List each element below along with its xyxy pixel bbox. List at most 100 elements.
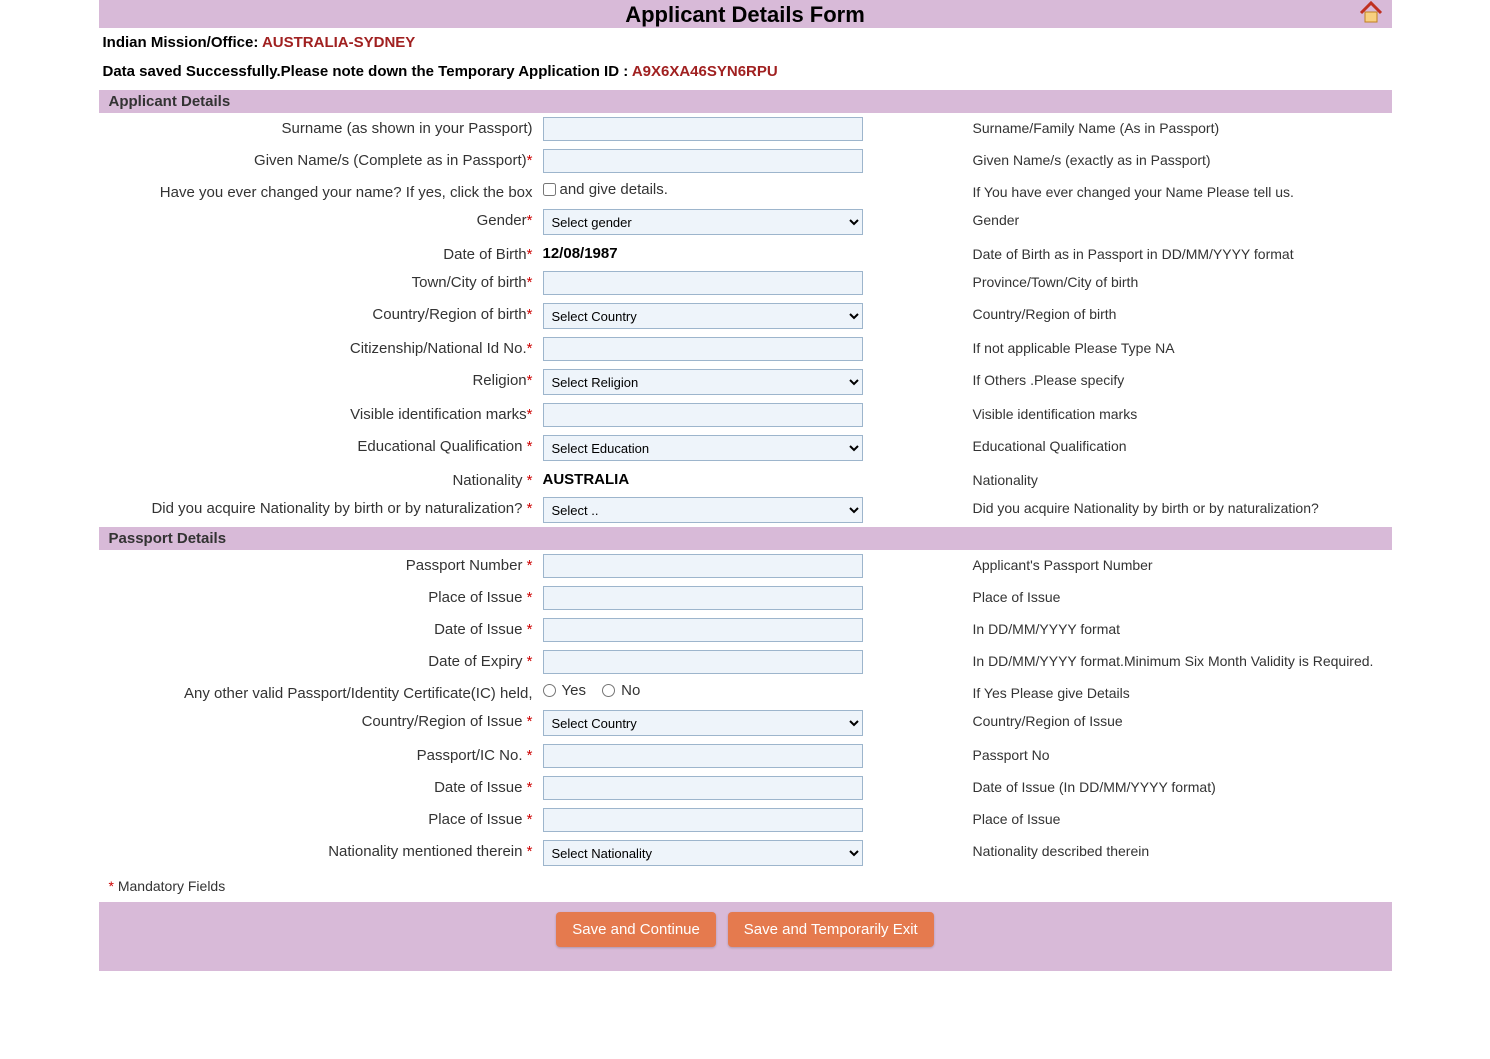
education-select[interactable]: Select Education (543, 435, 863, 461)
mission-line: Indian Mission/Office: AUSTRALIA-SYDNEY (99, 28, 1392, 57)
hint-nationality: Nationality (969, 469, 1392, 488)
nationality-value: AUSTRALIA (543, 469, 630, 488)
label-given: Given Name/s (Complete as in Passport) (254, 152, 527, 169)
row-country-birth: Country/Region of birth* Select Country … (99, 299, 1392, 333)
label-changed-name: Have you ever changed your name? If yes,… (160, 184, 533, 201)
mission-value: AUSTRALIA-SYDNEY (262, 34, 415, 51)
place-issue-input[interactable] (543, 586, 863, 610)
row-given: Given Name/s (Complete as in Passport)* … (99, 145, 1392, 177)
mission-label: Indian Mission/Office: (103, 34, 262, 51)
hint-dob: Date of Birth as in Passport in DD/MM/YY… (969, 243, 1392, 262)
row-other-nationality: Nationality mentioned therein * Select N… (99, 836, 1392, 870)
dob-value: 12/08/1987 (543, 243, 618, 262)
other-place-issue-input[interactable] (543, 808, 863, 832)
label-citizenship-id: Citizenship/National Id No. (350, 340, 527, 357)
save-exit-button[interactable]: Save and Temporarily Exit (728, 912, 934, 947)
other-nationality-select[interactable]: Select Nationality (543, 840, 863, 866)
other-held-no-label: No (621, 682, 640, 699)
mandatory-text: Mandatory Fields (118, 878, 225, 894)
label-date-expiry: Date of Expiry (428, 653, 526, 670)
saved-line: Data saved Successfully.Please note down… (99, 57, 1392, 90)
label-nationality: Nationality (452, 472, 526, 489)
hint-education: Educational Qualification (969, 435, 1392, 454)
hint-town: Province/Town/City of birth (969, 271, 1392, 290)
row-other-held: Any other valid Passport/Identity Certif… (99, 678, 1392, 706)
row-nationality: Nationality * AUSTRALIA Nationality (99, 465, 1392, 493)
saved-prefix: Data saved Successfully.Please note down… (103, 63, 632, 80)
other-held-no-radio[interactable] (602, 684, 615, 697)
hint-gender: Gender (969, 209, 1392, 228)
row-place-issue: Place of Issue * Place of Issue (99, 582, 1392, 614)
label-passport-number: Passport Number (406, 557, 527, 574)
row-marks: Visible identification marks* Visible id… (99, 399, 1392, 431)
row-dob: Date of Birth* 12/08/1987 Date of Birth … (99, 239, 1392, 267)
hint-citizenship-id: If not applicable Please Type NA (969, 337, 1392, 356)
mandatory-note: * Mandatory Fields (99, 870, 1392, 902)
footer-bar: Save and Continue Save and Temporarily E… (99, 902, 1392, 971)
row-gender: Gender* Select gender Gender (99, 205, 1392, 239)
row-education: Educational Qualification * Select Educa… (99, 431, 1392, 465)
row-date-expiry: Date of Expiry * In DD/MM/YYYY format.Mi… (99, 646, 1392, 678)
hint-other-nationality: Nationality described therein (969, 840, 1392, 859)
save-continue-button[interactable]: Save and Continue (556, 912, 716, 947)
marks-input[interactable] (543, 403, 863, 427)
label-other-country: Country/Region of Issue (362, 713, 527, 730)
other-date-issue-input[interactable] (543, 776, 863, 800)
row-citizenship-id: Citizenship/National Id No.* If not appl… (99, 333, 1392, 365)
section-passport-details: Passport Details (99, 527, 1392, 550)
other-held-yes-radio[interactable] (543, 684, 556, 697)
row-acquired: Did you acquire Nationality by birth or … (99, 493, 1392, 527)
hint-other-country: Country/Region of Issue (969, 710, 1392, 729)
label-place-issue: Place of Issue (428, 589, 526, 606)
label-other-number: Passport/IC No. (417, 747, 527, 764)
surname-input[interactable] (543, 117, 863, 141)
acquired-select[interactable]: Select .. (543, 497, 863, 523)
label-dob: Date of Birth (443, 246, 526, 263)
application-id: A9X6XA46SYN6RPU (632, 63, 778, 80)
label-other-nationality: Nationality mentioned therein (328, 843, 526, 860)
changed-name-checkbox[interactable] (543, 183, 556, 196)
other-country-select[interactable]: Select Country (543, 710, 863, 736)
hint-marks: Visible identification marks (969, 403, 1392, 422)
label-country-birth: Country/Region of birth (372, 306, 526, 323)
label-marks: Visible identification marks (350, 406, 526, 423)
hint-place-issue: Place of Issue (969, 586, 1392, 605)
hint-other-held: If Yes Please give Details (969, 682, 1392, 701)
row-other-number: Passport/IC No. * Passport No (99, 740, 1392, 772)
row-other-place-issue: Place of Issue * Place of Issue (99, 804, 1392, 836)
citizenship-id-input[interactable] (543, 337, 863, 361)
home-icon[interactable] (1358, 0, 1384, 26)
hint-religion: If Others .Please specify (969, 369, 1392, 388)
country-birth-select[interactable]: Select Country (543, 303, 863, 329)
changed-name-suffix: and give details. (560, 181, 668, 198)
passport-number-input[interactable] (543, 554, 863, 578)
row-other-date-issue: Date of Issue * Date of Issue (In DD/MM/… (99, 772, 1392, 804)
hint-other-number: Passport No (969, 744, 1392, 763)
hint-changed: If You have ever changed your Name Pleas… (969, 181, 1392, 200)
label-gender: Gender (477, 212, 527, 229)
section-applicant-details: Applicant Details (99, 90, 1392, 113)
hint-date-expiry: In DD/MM/YYYY format.Minimum Six Month V… (969, 650, 1392, 669)
row-town: Town/City of birth* Province/Town/City o… (99, 267, 1392, 299)
hint-date-issue: In DD/MM/YYYY format (969, 618, 1392, 637)
header-bar: Applicant Details Form (99, 0, 1392, 28)
given-name-input[interactable] (543, 149, 863, 173)
town-input[interactable] (543, 271, 863, 295)
page-title: Applicant Details Form (107, 2, 1384, 28)
hint-other-place-issue: Place of Issue (969, 808, 1392, 827)
hint-acquired: Did you acquire Nationality by birth or … (969, 497, 1392, 516)
row-surname: Surname (as shown in your Passport) Surn… (99, 113, 1392, 145)
other-held-yes-label: Yes (562, 682, 586, 699)
label-acquired: Did you acquire Nationality by birth or … (151, 500, 526, 517)
date-expiry-input[interactable] (543, 650, 863, 674)
label-other-place-issue: Place of Issue (428, 811, 526, 828)
row-changed-name: Have you ever changed your name? If yes,… (99, 177, 1392, 205)
date-issue-input[interactable] (543, 618, 863, 642)
label-education: Educational Qualification (357, 438, 526, 455)
row-other-country: Country/Region of Issue * Select Country… (99, 706, 1392, 740)
label-surname: Surname (as shown in your Passport) (282, 120, 533, 137)
gender-select[interactable]: Select gender (543, 209, 863, 235)
hint-surname: Surname/Family Name (As in Passport) (969, 117, 1392, 136)
religion-select[interactable]: Select Religion (543, 369, 863, 395)
other-number-input[interactable] (543, 744, 863, 768)
